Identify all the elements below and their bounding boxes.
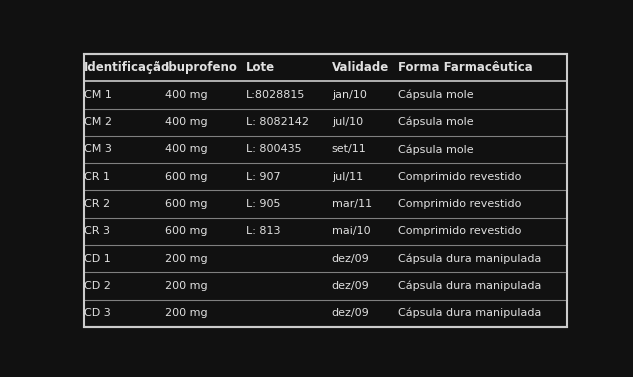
Text: L: 813: L: 813 (246, 226, 280, 236)
Text: CR 3: CR 3 (84, 226, 110, 236)
Text: dez/09: dez/09 (332, 254, 370, 264)
Text: mar/11: mar/11 (332, 199, 372, 209)
Text: Cápsula mole: Cápsula mole (398, 117, 473, 127)
Text: CD 3: CD 3 (84, 308, 111, 318)
Text: L: 800435: L: 800435 (246, 144, 301, 155)
Text: 200 mg: 200 mg (165, 308, 208, 318)
Text: set/11: set/11 (332, 144, 367, 155)
Text: CD 2: CD 2 (84, 281, 111, 291)
Text: mai/10: mai/10 (332, 226, 370, 236)
Text: CD 1: CD 1 (84, 254, 111, 264)
Text: Forma Farmacêutica: Forma Farmacêutica (398, 61, 533, 74)
Text: 600 mg: 600 mg (165, 199, 208, 209)
Text: Cápsula dura manipulada: Cápsula dura manipulada (398, 308, 541, 319)
Text: CM 3: CM 3 (84, 144, 112, 155)
Text: Validade: Validade (332, 61, 389, 74)
Text: 600 mg: 600 mg (165, 226, 208, 236)
Text: Ibuprofeno: Ibuprofeno (165, 61, 238, 74)
Text: CR 1: CR 1 (84, 172, 110, 182)
Text: CM 1: CM 1 (84, 90, 112, 100)
Text: L: 8082142: L: 8082142 (246, 117, 309, 127)
Text: 400 mg: 400 mg (165, 117, 208, 127)
Text: 600 mg: 600 mg (165, 172, 208, 182)
Text: Comprimido revestido: Comprimido revestido (398, 199, 522, 209)
Text: jul/11: jul/11 (332, 172, 363, 182)
Text: L: 907: L: 907 (246, 172, 280, 182)
Text: jul/10: jul/10 (332, 117, 363, 127)
Text: 200 mg: 200 mg (165, 281, 208, 291)
Text: Cápsula dura manipulada: Cápsula dura manipulada (398, 253, 541, 264)
Text: L: 905: L: 905 (246, 199, 280, 209)
Text: dez/09: dez/09 (332, 281, 370, 291)
Text: CR 2: CR 2 (84, 199, 110, 209)
Text: Lote: Lote (246, 61, 275, 74)
Text: Identificação: Identificação (84, 61, 170, 74)
Text: Comprimido revestido: Comprimido revestido (398, 226, 522, 236)
Text: Cápsula mole: Cápsula mole (398, 90, 473, 100)
Text: Cápsula mole: Cápsula mole (398, 144, 473, 155)
Text: Comprimido revestido: Comprimido revestido (398, 172, 522, 182)
Text: 400 mg: 400 mg (165, 144, 208, 155)
Text: Cápsula dura manipulada: Cápsula dura manipulada (398, 280, 541, 291)
Text: jan/10: jan/10 (332, 90, 367, 100)
Text: dez/09: dez/09 (332, 308, 370, 318)
Text: 400 mg: 400 mg (165, 90, 208, 100)
Text: L:8028815: L:8028815 (246, 90, 305, 100)
Text: 200 mg: 200 mg (165, 254, 208, 264)
Text: CM 2: CM 2 (84, 117, 112, 127)
